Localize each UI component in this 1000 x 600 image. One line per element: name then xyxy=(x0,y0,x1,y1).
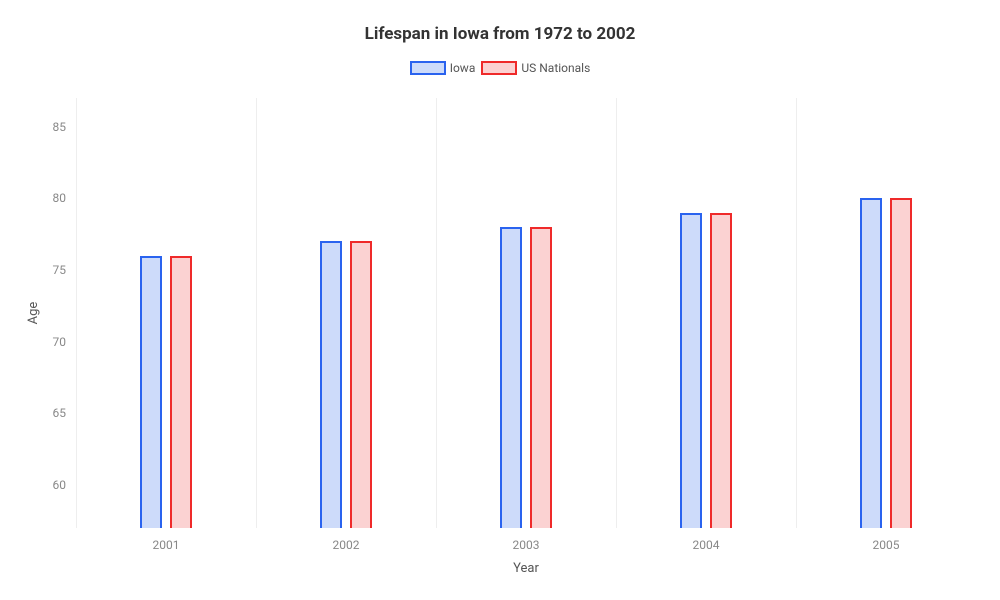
bar xyxy=(320,241,342,528)
y-axis-label: Age xyxy=(26,302,41,325)
chart-title: Lifespan in Iowa from 1972 to 2002 xyxy=(0,0,1000,44)
legend-label: US Nationals xyxy=(521,61,590,75)
legend-item: Iowa xyxy=(410,61,476,75)
x-axis-label: Year xyxy=(513,561,539,576)
y-tick-label: 80 xyxy=(53,191,77,205)
gridline xyxy=(616,98,617,528)
gridline xyxy=(436,98,437,528)
bar xyxy=(860,198,882,528)
x-tick-label: 2003 xyxy=(513,528,540,552)
x-tick-label: 2005 xyxy=(873,528,900,552)
bar xyxy=(530,227,552,528)
plot-area: Age Year 6065707580852001200220032004200… xyxy=(76,98,976,528)
y-tick-label: 75 xyxy=(53,263,77,277)
bar xyxy=(890,198,912,528)
bar xyxy=(140,256,162,528)
bar xyxy=(500,227,522,528)
x-tick-label: 2001 xyxy=(153,528,180,552)
x-tick-label: 2002 xyxy=(333,528,360,552)
bar xyxy=(680,213,702,528)
x-tick-label: 2004 xyxy=(693,528,720,552)
gridline xyxy=(256,98,257,528)
legend-swatch xyxy=(410,61,446,75)
gridline xyxy=(796,98,797,528)
gridline xyxy=(76,98,77,528)
y-tick-label: 70 xyxy=(53,335,77,349)
legend-label: Iowa xyxy=(450,61,476,75)
legend-item: US Nationals xyxy=(481,61,590,75)
y-tick-label: 85 xyxy=(53,120,77,134)
y-tick-label: 60 xyxy=(53,478,77,492)
chart-legend: Iowa US Nationals xyxy=(0,61,1000,75)
bar xyxy=(170,256,192,528)
bar xyxy=(350,241,372,528)
y-tick-label: 65 xyxy=(53,406,77,420)
bar xyxy=(710,213,732,528)
legend-swatch xyxy=(481,61,517,75)
